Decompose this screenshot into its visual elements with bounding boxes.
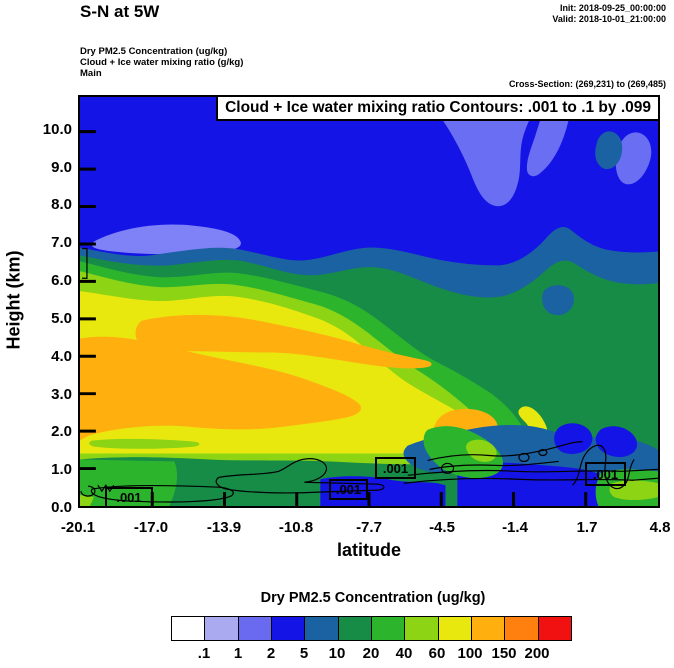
- x-tick-label: -10.8: [278, 519, 314, 536]
- contour-label-box: .001: [585, 462, 626, 486]
- colorbar-tick-label: 150: [491, 645, 517, 662]
- fill-region-lightgreen-midtongue: [466, 439, 497, 462]
- colorbar-tick-label: 100: [457, 645, 483, 662]
- cross-section-plot: Cloud + Ice water mixing ratio Contours:…: [78, 95, 660, 508]
- contour-label-box: .001: [105, 487, 153, 508]
- y-tick-label: 0.0: [51, 499, 72, 516]
- x-tick-label: -1.4: [502, 519, 528, 536]
- cloud-ice-contour-lines: [80, 247, 658, 503]
- x-tick-label: -17.0: [133, 519, 169, 536]
- colorbar-cell: [538, 617, 571, 640]
- fill-region-periwinkle-topright: [419, 97, 539, 207]
- field-list: Dry PM2.5 Concentration (ug/kg) Cloud + …: [80, 46, 243, 79]
- valid-time: Valid: 2018-10-01_21:00:00: [552, 14, 666, 24]
- colorbar-cell: [471, 617, 506, 640]
- colorbar-tick-label: .1: [197, 645, 211, 662]
- y-tick-label: 5.0: [51, 310, 72, 327]
- y-tick-label: 9.0: [51, 159, 72, 176]
- colorbar-tick-label: 40: [395, 645, 413, 662]
- y-tick-label: 6.0: [51, 272, 72, 289]
- x-tick-label: -7.7: [356, 519, 382, 536]
- y-tick-label: 8.0: [51, 196, 72, 213]
- fill-region-orange-upper: [135, 314, 432, 369]
- colorbar-tick-label: 2: [266, 645, 276, 662]
- colorbar-tick-label: 10: [328, 645, 346, 662]
- colorbar-cell: [338, 617, 372, 640]
- colorbar-title: Dry PM2.5 Concentration (ug/kg): [260, 590, 486, 606]
- colorbar-cell: [438, 617, 472, 640]
- y-tick-label: 1.0: [51, 461, 72, 478]
- contour-canvas: [80, 97, 658, 506]
- fill-region-blue-blob1: [554, 423, 593, 455]
- x-tick-label: -13.9: [206, 519, 242, 536]
- fill-region-lightgreen-strip: [89, 438, 200, 449]
- colorbar: [171, 616, 572, 641]
- fill-region-periwinkle-left: [91, 224, 241, 255]
- colorbar-cell: [405, 617, 439, 640]
- colorbar-cell: [238, 617, 272, 640]
- y-tick-label: 10.0: [42, 121, 72, 138]
- colorbar-cell: [371, 617, 406, 640]
- init-time: Init: 2018-09-25_00:00:00: [559, 3, 666, 13]
- cross-section-coords: Cross-Section: (269,231) to (269,485): [508, 79, 666, 89]
- contour-info-box: Cloud + Ice water mixing ratio Contours:…: [216, 95, 660, 121]
- x-tick-label: 1.7: [576, 519, 598, 536]
- fill-region-lightgreen-corner: [80, 495, 94, 506]
- x-tick-label: -4.5: [429, 519, 455, 536]
- fill-region-steelblue-dip: [542, 285, 575, 316]
- fill-region-steelblue-blob: [595, 131, 623, 170]
- page-title: S-N at 5W: [80, 2, 160, 21]
- field-domain: Main: [80, 68, 102, 79]
- y-tick-label: 2.0: [51, 423, 72, 440]
- fill-region-blue-blob2: [595, 426, 638, 458]
- field-cloud-ice: Cloud + Ice water mixing ratio (g/kg): [80, 57, 244, 68]
- colorbar-cell: [205, 617, 239, 640]
- fill-region-periwinkle-right: [615, 132, 652, 185]
- field-pm25: Dry PM2.5 Concentration (ug/kg): [80, 46, 228, 57]
- colorbar-cell: [305, 617, 339, 640]
- x-tick-label: 4.8: [649, 519, 671, 536]
- colorbar-tick-label: 20: [362, 645, 380, 662]
- x-axis-title: latitude: [336, 540, 401, 560]
- y-tick-label: 7.0: [51, 234, 72, 251]
- colorbar-tick-label: 60: [428, 645, 446, 662]
- contour-label-box: .001: [329, 479, 368, 500]
- model-times: Init: 2018-09-25_00:00:00 Valid: 2018-10…: [552, 3, 666, 25]
- colorbar-cell: [172, 617, 206, 640]
- contour-label-box: .001: [375, 457, 416, 479]
- x-tick-label: -20.1: [60, 519, 96, 536]
- colorbar-cell: [271, 617, 306, 640]
- colorbar-cell: [505, 617, 539, 640]
- colorbar-tick-label: 1: [233, 645, 243, 662]
- fill-region-orange-main: [80, 336, 362, 441]
- y-axis-title: Height (km): [3, 250, 24, 350]
- colorbar-tick-label: 200: [524, 645, 550, 662]
- y-tick-label: 3.0: [51, 386, 72, 403]
- y-tick-label: 4.0: [51, 348, 72, 365]
- colorbar-tick-label: 5: [299, 645, 309, 662]
